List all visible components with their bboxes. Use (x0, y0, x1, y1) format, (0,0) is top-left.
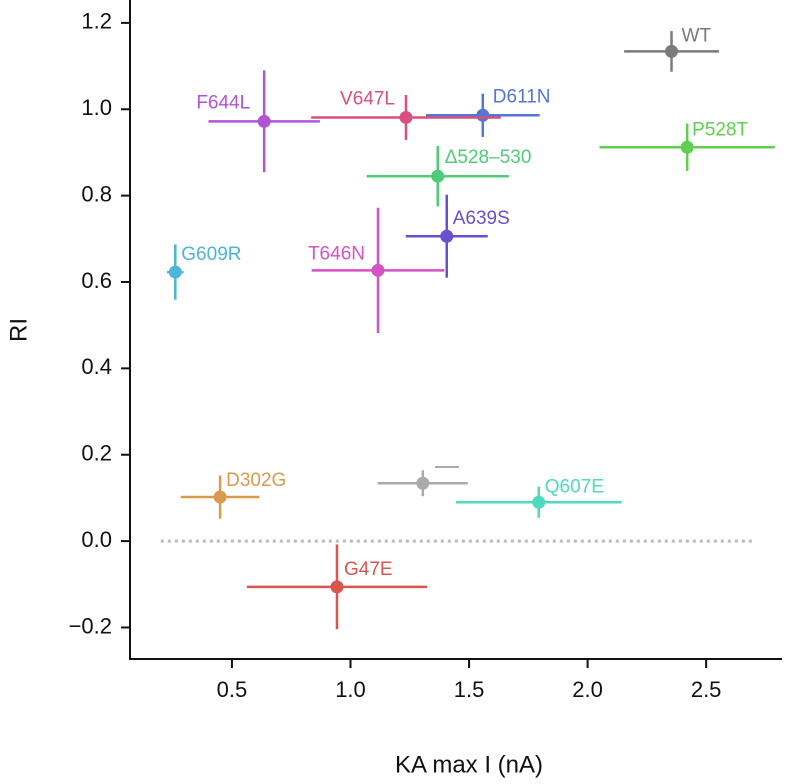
point-label: G47E (344, 559, 393, 580)
point-label: WT (682, 25, 712, 46)
point (213, 490, 227, 504)
point (330, 580, 344, 594)
y-tick-label: 0.0 (81, 527, 112, 552)
point (532, 495, 546, 509)
y-tick-label: 1.2 (81, 9, 112, 34)
x-tick-label: 1.5 (454, 677, 485, 702)
point (665, 44, 679, 58)
point (476, 108, 490, 122)
y-tick-label: 0.6 (81, 268, 112, 293)
point-label: P528T (692, 119, 748, 140)
y-tick-label: −0.2 (69, 613, 112, 638)
point-label: Δ528–530 (445, 147, 532, 168)
point-label: Q607E (545, 476, 604, 497)
point (399, 110, 413, 124)
y-tick-label: 0.2 (81, 441, 112, 466)
point-label: F644L (196, 92, 250, 113)
x-tick-label: 0.5 (217, 677, 248, 702)
point-label: A639S (453, 208, 510, 229)
point-label: G609R (181, 244, 241, 265)
x-tick-label: 2.0 (572, 677, 603, 702)
x-tick-label: 1.0 (335, 677, 366, 702)
point-label: D611N (493, 86, 551, 107)
point (257, 114, 271, 128)
point (431, 169, 445, 183)
point (416, 476, 430, 490)
y-tick-label: 0.4 (81, 354, 112, 379)
point-label: V647L (340, 88, 395, 109)
y-tick-label: 0.8 (81, 181, 112, 206)
point-label: D302G (226, 470, 286, 491)
point (371, 263, 385, 277)
x-axis-title: KA max I (nA) (395, 751, 543, 778)
y-tick-label: 1.0 (81, 95, 112, 120)
point (440, 229, 454, 243)
x-tick-label: 2.5 (691, 677, 722, 702)
point (168, 265, 182, 279)
point (680, 140, 694, 154)
point-label: T646N (308, 243, 365, 264)
y-axis-title: RI (5, 318, 32, 342)
